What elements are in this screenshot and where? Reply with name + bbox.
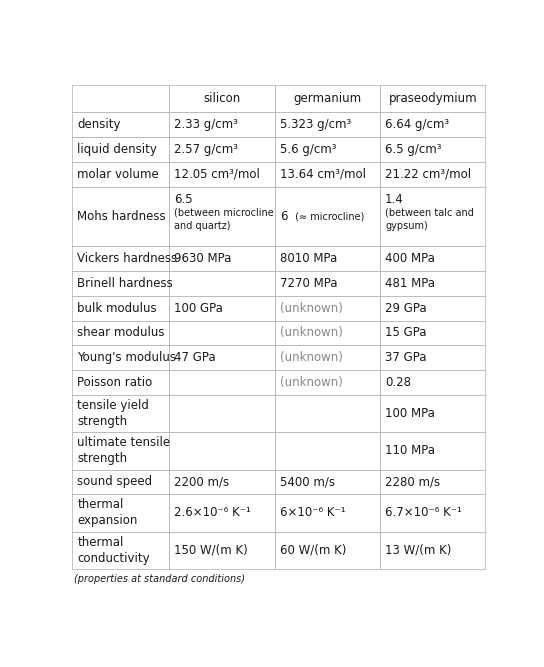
Text: 9630 MPa: 9630 MPa — [175, 252, 232, 265]
Text: (between microcline: (between microcline — [175, 207, 274, 217]
Text: (unknown): (unknown) — [280, 326, 343, 340]
Text: (between talc and: (between talc and — [385, 207, 474, 217]
Text: 12.05 cm³/mol: 12.05 cm³/mol — [175, 167, 260, 181]
Text: 60 W/(m K): 60 W/(m K) — [280, 544, 346, 557]
Text: 2.33 g/cm³: 2.33 g/cm³ — [175, 118, 238, 131]
Text: 1.4: 1.4 — [385, 193, 404, 206]
Text: 8010 MPa: 8010 MPa — [280, 252, 337, 265]
Text: 5400 m/s: 5400 m/s — [280, 476, 335, 488]
Text: 2.6×10⁻⁶ K⁻¹: 2.6×10⁻⁶ K⁻¹ — [175, 506, 251, 520]
Text: (≈ microcline): (≈ microcline) — [292, 211, 364, 221]
Text: gypsum): gypsum) — [385, 221, 428, 231]
Text: bulk modulus: bulk modulus — [77, 301, 157, 315]
Text: ultimate tensile
strength: ultimate tensile strength — [77, 436, 170, 466]
Text: germanium: germanium — [293, 92, 361, 105]
Text: (unknown): (unknown) — [280, 301, 343, 315]
Text: Brinell hardness: Brinell hardness — [77, 277, 173, 289]
Text: 13.64 cm³/mol: 13.64 cm³/mol — [280, 167, 366, 181]
Text: 6.7×10⁻⁶ K⁻¹: 6.7×10⁻⁶ K⁻¹ — [385, 506, 462, 520]
Text: 29 GPa: 29 GPa — [385, 301, 426, 315]
Text: silicon: silicon — [203, 92, 240, 105]
Text: 13 W/(m K): 13 W/(m K) — [385, 544, 452, 557]
Text: 400 MPa: 400 MPa — [385, 252, 435, 265]
Text: shear modulus: shear modulus — [77, 326, 165, 340]
Text: Vickers hardness: Vickers hardness — [77, 252, 177, 265]
Text: 37 GPa: 37 GPa — [385, 352, 426, 364]
Text: 100 MPa: 100 MPa — [385, 407, 435, 420]
Text: 110 MPa: 110 MPa — [385, 444, 435, 458]
Text: 2200 m/s: 2200 m/s — [175, 476, 230, 488]
Text: 481 MPa: 481 MPa — [385, 277, 435, 289]
Text: (properties at standard conditions): (properties at standard conditions) — [75, 574, 245, 584]
Text: Poisson ratio: Poisson ratio — [77, 376, 152, 389]
Text: sound speed: sound speed — [77, 476, 152, 488]
Text: tensile yield
strength: tensile yield strength — [77, 399, 149, 428]
Text: density: density — [77, 118, 121, 131]
Text: Mohs hardness: Mohs hardness — [77, 210, 166, 223]
Text: 2.57 g/cm³: 2.57 g/cm³ — [175, 143, 238, 156]
Text: molar volume: molar volume — [77, 167, 159, 181]
Text: 150 W/(m K): 150 W/(m K) — [175, 544, 248, 557]
Text: 2280 m/s: 2280 m/s — [385, 476, 440, 488]
Text: and quartz): and quartz) — [175, 221, 231, 231]
Text: Young's modulus: Young's modulus — [77, 352, 176, 364]
Text: (unknown): (unknown) — [280, 352, 343, 364]
Text: thermal
expansion: thermal expansion — [77, 498, 138, 528]
Text: praseodymium: praseodymium — [388, 92, 477, 105]
Text: 6: 6 — [280, 210, 287, 223]
Text: 6×10⁻⁶ K⁻¹: 6×10⁻⁶ K⁻¹ — [280, 506, 345, 520]
Text: 6.5 g/cm³: 6.5 g/cm³ — [385, 143, 442, 156]
Text: 6.64 g/cm³: 6.64 g/cm³ — [385, 118, 449, 131]
Text: 15 GPa: 15 GPa — [385, 326, 426, 340]
Text: 47 GPa: 47 GPa — [175, 352, 216, 364]
Text: 0.28: 0.28 — [385, 376, 411, 389]
Text: 7270 MPa: 7270 MPa — [280, 277, 337, 289]
Text: (unknown): (unknown) — [280, 376, 343, 389]
Text: 100 GPa: 100 GPa — [175, 301, 223, 315]
Text: 21.22 cm³/mol: 21.22 cm³/mol — [385, 167, 471, 181]
Text: thermal
conductivity: thermal conductivity — [77, 536, 150, 565]
Text: liquid density: liquid density — [77, 143, 157, 156]
Text: 5.6 g/cm³: 5.6 g/cm³ — [280, 143, 336, 156]
Text: 5.323 g/cm³: 5.323 g/cm³ — [280, 118, 351, 131]
Text: 6.5: 6.5 — [175, 193, 193, 206]
